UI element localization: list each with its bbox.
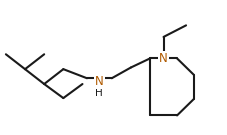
Text: N: N — [158, 52, 167, 65]
Text: H: H — [95, 88, 103, 98]
Text: N: N — [95, 75, 103, 88]
